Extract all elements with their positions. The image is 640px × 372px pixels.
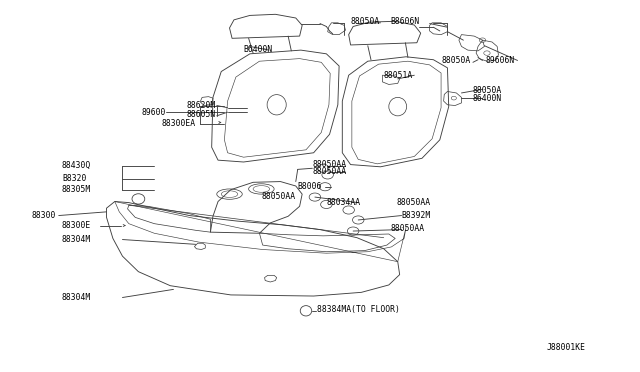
Text: 88605N: 88605N — [186, 109, 216, 119]
Text: 88304M: 88304M — [62, 235, 91, 244]
Text: 88300EA: 88300EA — [162, 119, 196, 128]
Text: 88050AA: 88050AA — [312, 160, 346, 169]
Text: 88050A: 88050A — [473, 86, 502, 94]
Text: 88050AA: 88050AA — [390, 224, 424, 233]
Text: 88050AA: 88050AA — [312, 167, 346, 176]
Text: 89600: 89600 — [141, 108, 166, 117]
Text: B8006: B8006 — [298, 182, 322, 191]
Text: 89606N: 89606N — [486, 56, 515, 65]
Text: 88300E: 88300E — [62, 221, 91, 230]
Text: B8606N: B8606N — [390, 17, 419, 26]
Text: 88050A: 88050A — [441, 56, 470, 65]
Text: J88001KE: J88001KE — [546, 343, 585, 352]
Text: 88034AA: 88034AA — [326, 198, 360, 207]
Text: 88300: 88300 — [32, 211, 56, 220]
Text: 88050AA: 88050AA — [396, 198, 431, 207]
Text: 88430Q: 88430Q — [62, 161, 91, 170]
Text: 88304M: 88304M — [62, 293, 91, 302]
Text: B8392M: B8392M — [401, 211, 431, 220]
Text: 86400N: 86400N — [473, 94, 502, 103]
Text: 88620M: 88620M — [186, 101, 216, 110]
Text: 88051A: 88051A — [384, 71, 413, 80]
Text: 88305M: 88305M — [62, 185, 91, 194]
Text: 88050A: 88050A — [351, 17, 380, 26]
Text: B6400N: B6400N — [244, 45, 273, 54]
Text: B8320: B8320 — [62, 174, 86, 183]
Text: 88384MA(TO FLOOR): 88384MA(TO FLOOR) — [317, 305, 400, 314]
Text: 88050AA: 88050AA — [261, 192, 296, 201]
